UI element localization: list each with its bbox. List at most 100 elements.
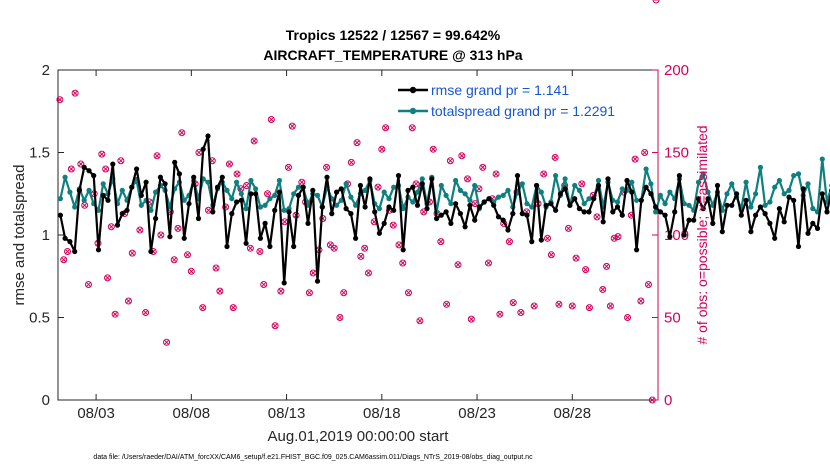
obs-point-possible: [174, 224, 182, 232]
y-axis-left: 0 0.5 1 1.5 2: [29, 62, 64, 409]
rmse-point: [629, 189, 635, 195]
rmse-point: [467, 202, 473, 208]
y2-tick-label: 50: [664, 310, 681, 327]
rmse-point: [748, 229, 754, 235]
rmse-point: [576, 206, 583, 212]
rmse-point: [486, 196, 492, 202]
obs-point-possible: [250, 137, 258, 145]
totalspread-point: [519, 181, 525, 187]
totalspread-point: [653, 209, 659, 215]
rmse-point: [638, 197, 644, 203]
obs-point-assimilated: [337, 314, 343, 321]
rmse-point: [600, 219, 606, 225]
rmse-point: [691, 217, 697, 223]
obs-point-assimilated: [480, 164, 486, 170]
obs-point-possible: [479, 163, 487, 171]
obs-point-assimilated: [205, 207, 212, 213]
obs-point-possible: [606, 302, 614, 310]
obs-point-assimilated: [171, 257, 177, 263]
totalspread-point: [410, 199, 416, 205]
rmse-point: [543, 202, 549, 208]
rmse-point: [810, 220, 816, 226]
totalspread-point: [181, 197, 187, 203]
totalspread-point: [529, 204, 535, 210]
obs-point-possible: [216, 287, 224, 295]
rmse-point: [738, 212, 744, 218]
rmse-point: [353, 235, 359, 241]
totalspread-point: [462, 191, 468, 197]
rmse-point: [100, 192, 106, 198]
rmse-point: [367, 176, 373, 182]
totalspread-point: [748, 204, 754, 210]
totalspread-point: [438, 182, 444, 189]
rmse-point: [329, 211, 335, 217]
obs-point-possible: [652, 0, 660, 4]
rmse-point: [562, 186, 568, 192]
x-tick-label: 08/23: [458, 405, 496, 422]
totalspread-point: [662, 201, 668, 207]
obs-point-assimilated: [583, 267, 589, 273]
totalspread-point: [334, 202, 340, 208]
obs-point-possible: [284, 163, 292, 171]
obs-point-possible: [599, 285, 607, 293]
obs-point-assimilated: [565, 225, 572, 231]
rmse-point: [210, 209, 216, 215]
obs-point-assimilated: [213, 265, 219, 271]
obs-point-assimilated: [278, 288, 284, 294]
totalspread-point: [772, 184, 778, 190]
totalspread-point: [643, 166, 649, 172]
obs-point-possible: [187, 267, 195, 275]
totalspread-point: [381, 189, 387, 195]
y2-tick-label: 200: [664, 62, 689, 79]
rmse-point: [424, 206, 430, 212]
obs-point-assimilated: [196, 149, 202, 156]
chart-title-line1: Tropics 12522 / 12567 = 99.642%: [286, 27, 501, 43]
totalspread-point: [238, 191, 244, 197]
obs-point-possible: [71, 89, 79, 97]
obs-point-possible: [117, 157, 125, 165]
rmse-point: [438, 212, 444, 218]
rmse-point: [229, 211, 235, 217]
obs-point-possible: [142, 309, 150, 317]
rmse-point: [824, 209, 830, 215]
obs-point-assimilated: [234, 171, 240, 177]
totalspread-point: [757, 164, 764, 170]
obs-point-assimilated: [251, 138, 257, 144]
obs-point-assimilated: [164, 339, 170, 345]
legend-spread-label: totalspread grand pr = 1.2291: [431, 103, 615, 119]
rmse-point: [286, 209, 292, 215]
rmse-point: [86, 168, 92, 174]
obs-point-assimilated: [615, 234, 621, 240]
totalspread-point: [657, 192, 664, 198]
totalspread-point: [743, 179, 749, 185]
x-tick-label: 08/03: [77, 405, 115, 422]
obs-point-possible: [637, 297, 645, 305]
rmse-point: [762, 211, 768, 217]
obs-point-assimilated: [497, 311, 503, 317]
totalspread-point: [681, 201, 687, 207]
obs-point-possible: [104, 274, 112, 282]
obs-point-assimilated: [61, 257, 67, 263]
totalspread-point: [729, 181, 735, 187]
obs-point-possible: [644, 281, 652, 288]
obs-point-assimilated: [268, 116, 274, 123]
obs-point-possible: [163, 338, 171, 346]
totalspread-point: [762, 202, 768, 208]
rmse-point: [295, 192, 302, 198]
rmse-point: [667, 234, 673, 240]
obs-point-possible: [555, 300, 563, 308]
totalspread-point: [791, 173, 797, 179]
rmse-point: [62, 235, 68, 241]
totalspread-point: [753, 191, 759, 197]
rmse-point: [514, 173, 521, 179]
rmse-point: [643, 184, 649, 190]
obs-point-assimilated: [438, 239, 444, 245]
rmse-point: [781, 219, 787, 225]
rmse-point: [224, 243, 230, 250]
totalspread-point: [348, 194, 354, 200]
obs-point-possible: [530, 302, 538, 310]
obs-point-possible: [199, 304, 207, 312]
obs-point-possible: [374, 183, 382, 191]
obs-point-assimilated: [129, 250, 135, 256]
obs-point-possible: [357, 252, 365, 260]
